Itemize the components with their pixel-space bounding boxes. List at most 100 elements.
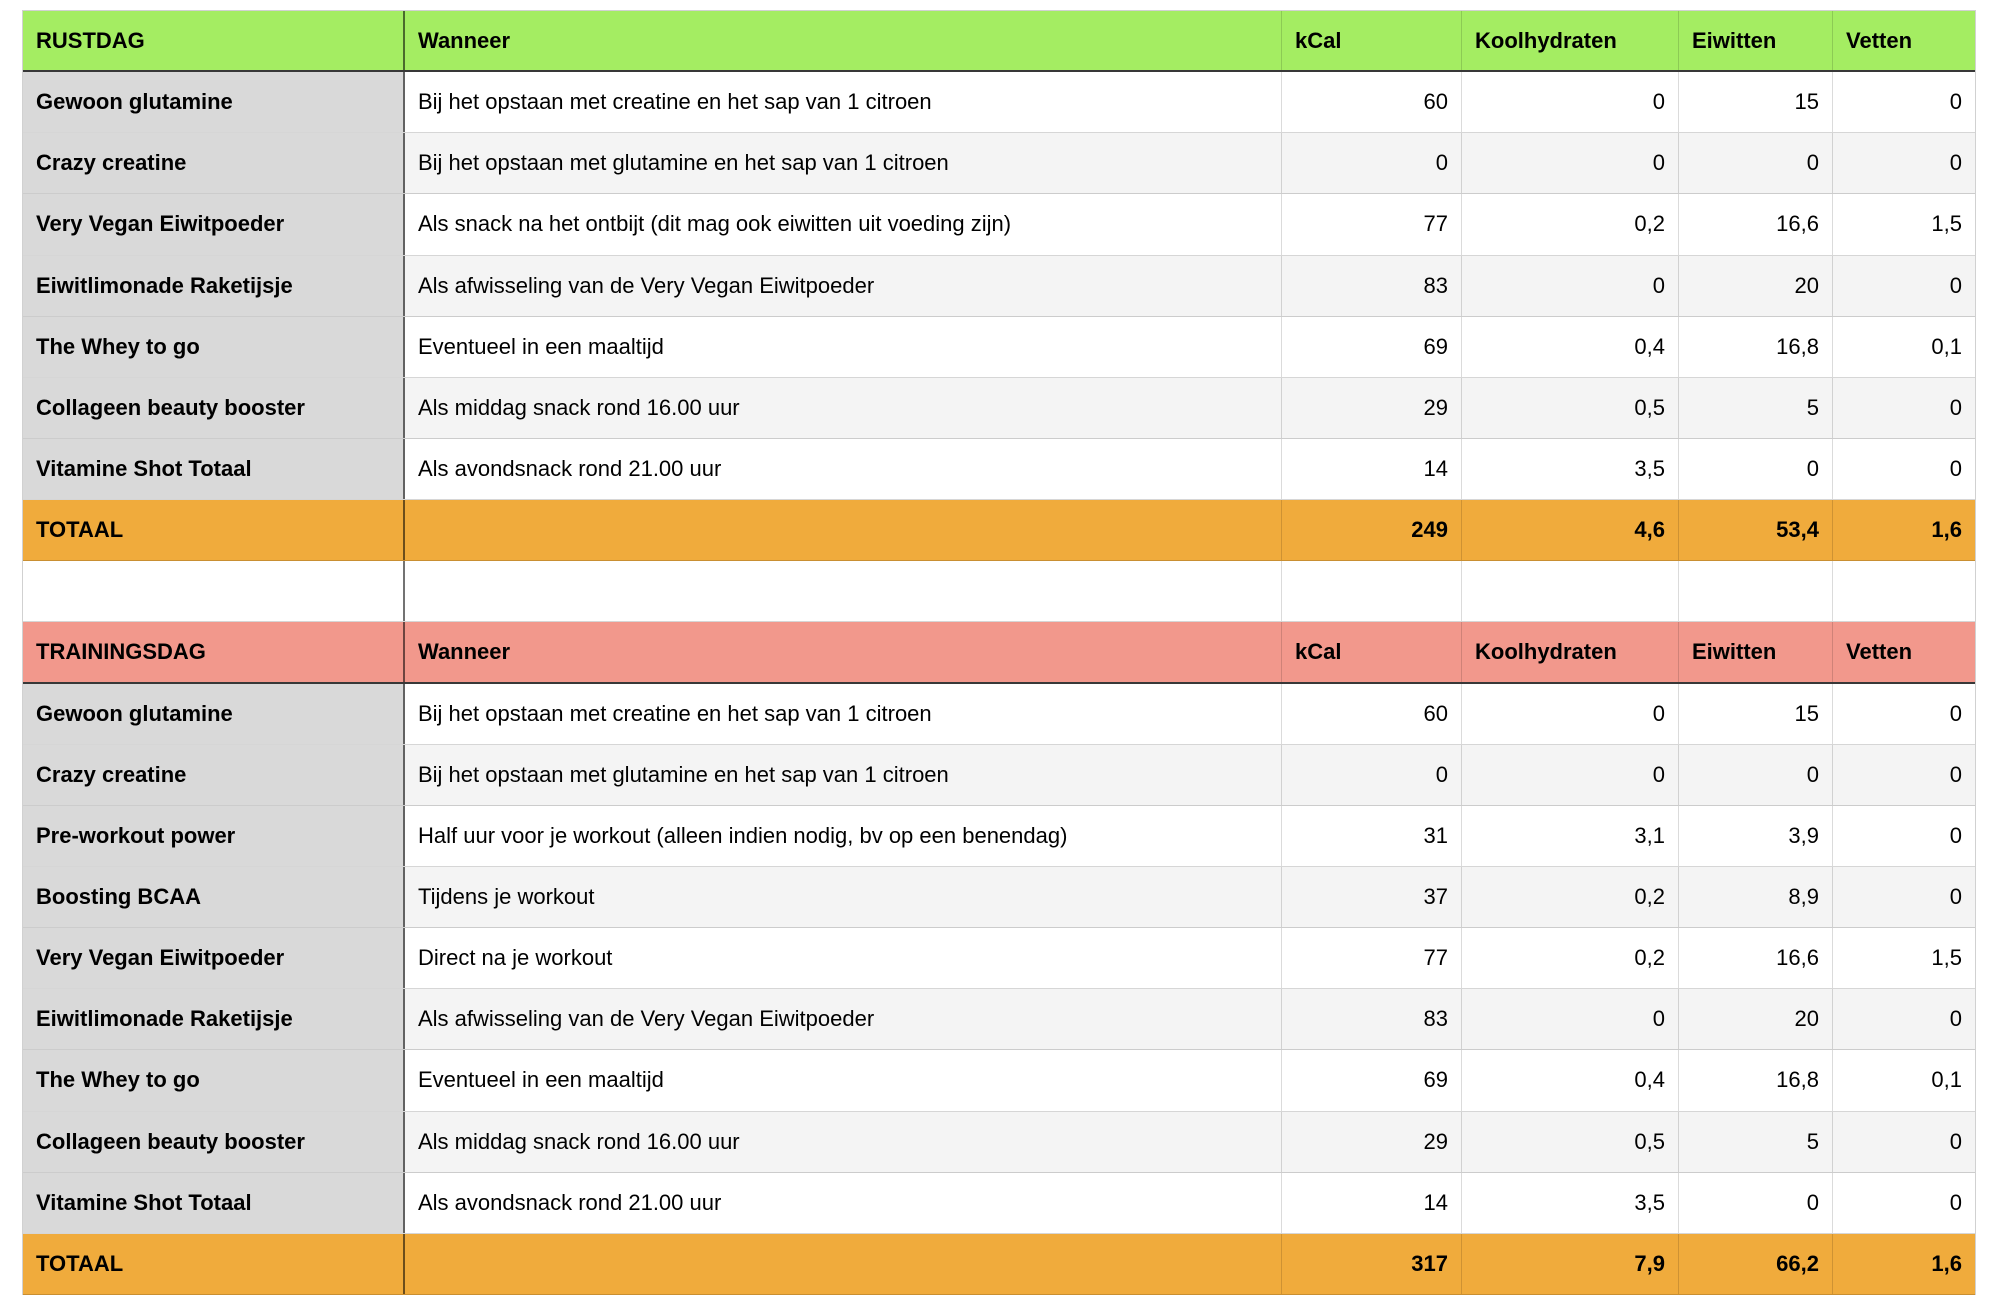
eiwitten-cell: 16,6	[1678, 928, 1832, 989]
eiwitten-cell: 15	[1678, 72, 1832, 133]
column-header-wanneer: Wanneer	[418, 27, 511, 53]
kcal-cell: 60	[1281, 683, 1461, 744]
koolhydraten-cell: 3,5	[1461, 1172, 1678, 1233]
table-row: Crazy creatine Bij het opstaan met glutam…	[23, 744, 1975, 806]
kcal-cell: 83	[1281, 989, 1461, 1050]
spacer-cell	[1678, 561, 1832, 622]
column-header-kcal: kCal	[1281, 11, 1461, 71]
spacer-cell	[1281, 561, 1461, 622]
wanneer-cell: Als afwisseling van de Very Vegan Eiwitp…	[418, 272, 875, 298]
table-row: Collageen beauty booster Als middag snack…	[23, 377, 1975, 439]
koolhydraten-cell: 0,2	[1461, 194, 1678, 255]
table-row: Very Vegan Eiwitpoeder Als snack na het o…	[23, 194, 1975, 256]
column-header-koolhydraten: Koolhydraten	[1461, 622, 1678, 682]
section-title: TRAININGSDAG	[23, 622, 405, 682]
wanneer-cell: Als afwisseling van de Very Vegan Eiwitp…	[418, 1006, 875, 1032]
product-name-cell: Vitamine Shot Totaal	[23, 1172, 405, 1233]
kcal-cell: 60	[1281, 72, 1461, 133]
product-name-cell: Collageen beauty booster	[23, 377, 405, 438]
koolhydraten-cell: 0,4	[1461, 1050, 1678, 1111]
spacer-cell	[1461, 561, 1678, 622]
kcal-cell: 69	[1281, 1050, 1461, 1111]
wanneer-cell: Bij het opstaan met glutamine en het sap…	[418, 761, 949, 787]
section-header-row: TRAININGSDAG Wanneer kCal Koolhydraten Eiwit…	[23, 622, 1975, 684]
product-name-cell: Very Vegan Eiwitpoeder	[23, 194, 405, 255]
eiwitten-cell: 0	[1678, 133, 1832, 194]
koolhydraten-cell: 0	[1461, 255, 1678, 316]
spacer-cell	[1832, 561, 1975, 622]
eiwitten-cell: 0	[1678, 1172, 1832, 1233]
total-kcal-cell: 317	[1281, 1233, 1461, 1294]
table-row: The Whey to go Eventueel in een maaltijd 6…	[23, 1050, 1975, 1112]
kcal-cell: 37	[1281, 866, 1461, 928]
product-name-cell: Eiwitlimonade Raketijsje	[23, 989, 405, 1050]
section-title: RUSTDAG	[23, 11, 405, 71]
kcal-cell: 31	[1281, 805, 1461, 866]
column-header-eiwitten: Eiwitten	[1678, 622, 1832, 682]
kcal-cell: 83	[1281, 255, 1461, 316]
table-row: Pre-workout power Half uur voor je workou…	[23, 805, 1975, 867]
vetten-cell: 1,5	[1832, 928, 1975, 989]
section-header-row: RUSTDAG Wanneer kCal Koolhydraten Eiwitten Ve…	[23, 11, 1975, 73]
eiwitten-cell: 16,8	[1678, 316, 1832, 377]
kcal-cell: 14	[1281, 438, 1461, 500]
eiwitten-cell: 3,9	[1678, 805, 1832, 866]
wanneer-cell: Eventueel in een maaltijd	[418, 1067, 664, 1093]
kcal-cell: 29	[1281, 1111, 1461, 1172]
table-row: Vitamine Shot Totaal Als avondsnack rond …	[23, 438, 1975, 501]
eiwitten-cell: 5	[1678, 1111, 1832, 1172]
koolhydraten-cell: 0,4	[1461, 316, 1678, 377]
kcal-cell: 0	[1281, 744, 1461, 805]
wanneer-cell: Als middag snack rond 16.00 uur	[418, 394, 740, 420]
vetten-cell: 0	[1832, 866, 1975, 928]
kcal-cell: 69	[1281, 316, 1461, 377]
total-koolhydraten-cell: 4,6	[1461, 500, 1678, 561]
product-name-cell: The Whey to go	[23, 1050, 405, 1111]
eiwitten-cell: 5	[1678, 377, 1832, 438]
product-name-cell: The Whey to go	[23, 316, 405, 377]
vetten-cell: 0	[1832, 438, 1975, 500]
vetten-cell: 0	[1832, 255, 1975, 316]
vetten-cell: 0,1	[1832, 1050, 1975, 1111]
koolhydraten-cell: 0	[1461, 989, 1678, 1050]
wanneer-cell: Tijdens je workout	[418, 884, 595, 910]
table-row: Eiwitlimonade Raketijsje Als afwisseling …	[23, 255, 1975, 317]
wanneer-cell: Als middag snack rond 16.00 uur	[418, 1128, 740, 1154]
vetten-cell: 0	[1832, 683, 1975, 744]
product-name-cell: Vitamine Shot Totaal	[23, 438, 405, 500]
kcal-cell: 0	[1281, 133, 1461, 194]
product-name-cell: Very Vegan Eiwitpoeder	[23, 928, 405, 989]
koolhydraten-cell: 0	[1461, 744, 1678, 805]
kcal-cell: 14	[1281, 1172, 1461, 1233]
koolhydraten-cell: 0	[1461, 72, 1678, 133]
eiwitten-cell: 15	[1678, 683, 1832, 744]
vetten-cell: 0	[1832, 133, 1975, 194]
vetten-cell: 0	[1832, 744, 1975, 805]
total-kcal-cell: 249	[1281, 500, 1461, 561]
eiwitten-cell: 20	[1678, 989, 1832, 1050]
product-name-cell: Collageen beauty booster	[23, 1111, 405, 1172]
spacer-cell	[23, 561, 405, 622]
vetten-cell: 0	[1832, 377, 1975, 438]
total-label-cell: TOTAAL	[23, 1233, 405, 1294]
table-row: Gewoon glutamine Bij het opstaan met crea…	[23, 683, 1975, 745]
koolhydraten-cell: 3,1	[1461, 805, 1678, 866]
wanneer-cell: Bij het opstaan met glutamine en het sap…	[418, 150, 949, 176]
vetten-cell: 0	[1832, 805, 1975, 866]
wanneer-cell: Bij het opstaan met creatine en het sap …	[418, 700, 932, 726]
table-row: Boosting BCAA Tijdens je workout 37 0,2 8,9 0	[23, 866, 1975, 929]
koolhydraten-cell: 0,2	[1461, 866, 1678, 928]
vetten-cell: 0	[1832, 1111, 1975, 1172]
vetten-cell: 0	[1832, 72, 1975, 133]
koolhydraten-cell: 0	[1461, 683, 1678, 744]
product-name-cell: Gewoon glutamine	[23, 72, 405, 133]
table-row: Gewoon glutamine Bij het opstaan met crea…	[23, 72, 1975, 134]
kcal-cell: 77	[1281, 928, 1461, 989]
eiwitten-cell: 16,8	[1678, 1050, 1832, 1111]
wanneer-cell: Als avondsnack rond 21.00 uur	[418, 1189, 722, 1215]
table-row: Collageen beauty booster Als middag snack…	[23, 1111, 1975, 1173]
nutrition-table: RUSTDAG Wanneer kCal Koolhydraten Eiwitten Ve…	[22, 10, 1976, 1295]
column-header-eiwitten: Eiwitten	[1678, 11, 1832, 71]
product-name-cell: Pre-workout power	[23, 805, 405, 866]
